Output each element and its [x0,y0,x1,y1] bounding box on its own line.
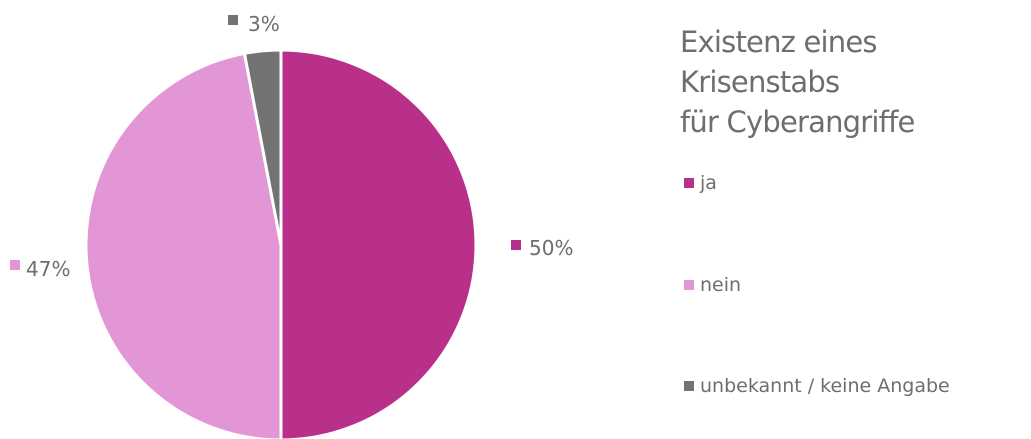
pie-slice-nein [84,51,283,439]
legend-swatch-ja [684,178,694,188]
pie-slice-ja [279,48,478,439]
chart-title: Existenz eines Krisenstabs für Cyberangr… [680,22,1025,142]
data-label-unbekannt: 3% [228,12,280,36]
data-label-swatch-ja [511,240,521,250]
chart-title-line-2: für Cyberangriffe [680,105,915,139]
legend-swatch-nein [684,280,694,290]
legend-item-nein: nein [684,274,741,296]
data-label-swatch-nein [10,260,20,270]
legend-label-nein: nein [700,274,742,296]
data-label-ja: 50% [511,236,573,260]
legend-item-ja: ja [684,172,717,194]
legend: Existenz eines Krisenstabs für Cyberangr… [680,22,1025,397]
data-label-text-unbekannt: 3% [248,12,280,36]
legend-item-unbekannt: unbekannt / keine Angabe [684,375,950,397]
legend-swatch-unbekannt [684,381,694,391]
data-label-nein: 47% [10,257,70,281]
chart-title-line-1: Existenz eines Krisenstabs [680,25,878,99]
data-label-swatch-unbekannt [228,15,238,25]
legend-label-ja: ja [700,172,717,194]
data-label-text-ja: 50% [529,236,573,260]
data-label-text-nein: 47% [26,257,70,281]
pie-slice-unbekannt [242,48,283,247]
legend-label-unbekannt: unbekannt / keine Angabe [700,375,950,397]
